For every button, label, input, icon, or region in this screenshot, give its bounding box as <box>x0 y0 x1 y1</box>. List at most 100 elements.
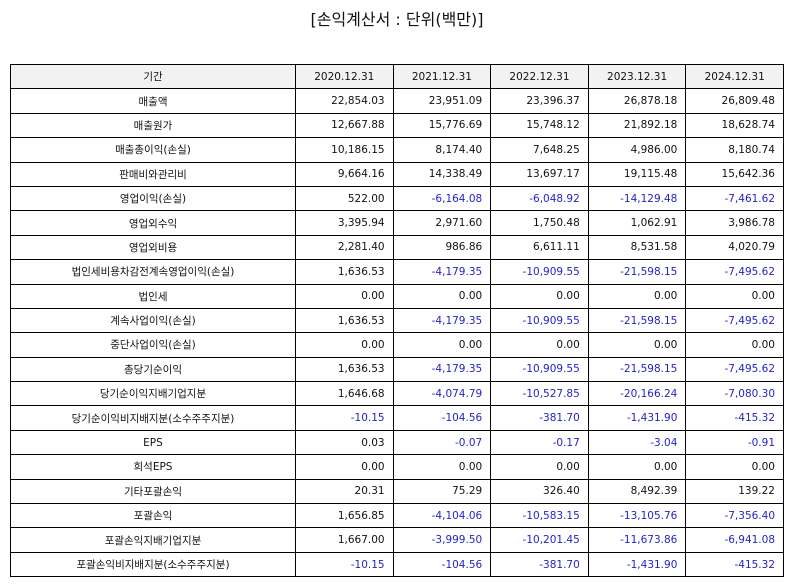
value-cell: -0.91 <box>685 429 784 456</box>
value-cell: -6,941.08 <box>685 527 784 553</box>
value-cell: -7,495.62 <box>685 259 784 285</box>
value-cell: 0.00 <box>490 332 589 358</box>
table-row: 중단사업이익(손실) 0.00 0.00 0.00 0.00 0.00 <box>10 332 784 358</box>
table-row: 법인세비용차감전계속영업이익(손실) 1,636.53 -4,179.35 -10,9… <box>10 259 784 285</box>
value-cell: -0.07 <box>392 429 492 456</box>
value-cell: -10,583.15 <box>490 503 589 529</box>
column-header: 2022.12.31 <box>490 63 589 90</box>
value-cell: -10.15 <box>295 405 394 431</box>
table-row: 매출원가 12,667.88 15,776.69 15,748.12 21,892.18… <box>10 112 784 139</box>
value-cell: -4,104.06 <box>392 503 492 529</box>
row-label: EPS <box>10 429 296 456</box>
table-row: 기타포괄손익 20.31 75.29 326.40 8,492.39 139.22 <box>10 478 784 505</box>
table-row: 판매비와관리비 9,664.16 14,338.49 13,697.17 19,115.… <box>10 161 784 187</box>
table-row: 희석EPS 0.00 0.00 0.00 0.00 0.00 <box>10 454 784 480</box>
value-cell: 8,492.39 <box>587 478 687 505</box>
row-label: 영업외수익 <box>10 210 296 236</box>
value-cell: 9,664.16 <box>295 161 394 187</box>
value-cell: 6,611.11 <box>490 234 589 261</box>
value-cell: 2,971.60 <box>392 210 492 236</box>
value-cell: -10,909.55 <box>490 356 589 383</box>
value-cell: 1,656.85 <box>295 503 394 529</box>
value-cell: 0.00 <box>392 283 492 309</box>
value-cell: -7,356.40 <box>685 503 784 529</box>
value-cell: 326.40 <box>490 478 589 505</box>
column-header: 기간 <box>10 63 296 90</box>
value-cell: 1,646.68 <box>295 381 394 407</box>
value-cell: 13,697.17 <box>490 161 589 187</box>
value-cell: 0.00 <box>295 283 394 309</box>
value-cell: -20,166.24 <box>587 381 687 407</box>
value-cell: 2,281.40 <box>295 234 394 261</box>
value-cell: -13,105.76 <box>587 503 687 529</box>
value-cell: -104.56 <box>392 551 492 578</box>
column-header: 2020.12.31 <box>295 63 394 90</box>
row-label: 포괄손익지배기업지분 <box>10 527 296 553</box>
row-label: 판매비와관리비 <box>10 161 296 187</box>
value-cell: 1,062.91 <box>587 210 687 236</box>
value-cell: -4,179.35 <box>392 307 492 334</box>
value-cell: 22,854.03 <box>295 88 394 114</box>
value-cell: 4,020.79 <box>685 234 784 261</box>
row-label: 중단사업이익(손실) <box>10 332 296 358</box>
row-label: 희석EPS <box>10 454 296 480</box>
value-cell: -21,598.15 <box>587 356 687 383</box>
value-cell: 139.22 <box>685 478 784 505</box>
table-row: EPS 0.03 -0.07 -0.17 -3.04 -0.91 <box>10 429 784 456</box>
value-cell: 0.00 <box>587 332 687 358</box>
value-cell: -3.04 <box>587 429 687 456</box>
income-statement-table: 기간 2020.12.31 2021.12.31 2022.12.31 2023.12.… <box>10 63 784 578</box>
value-cell: -21,598.15 <box>587 259 687 285</box>
value-cell: 8,174.40 <box>392 137 492 163</box>
value-cell: -10,909.55 <box>490 259 589 285</box>
row-label: 포괄손익비지배지분(소수주주지분) <box>10 551 296 578</box>
value-cell: 4,986.00 <box>587 137 687 163</box>
value-cell: 0.00 <box>295 332 394 358</box>
value-cell: -4,074.79 <box>392 381 492 407</box>
table-row: 총당기순이익 1,636.53 -4,179.35 -10,909.55 -21,598… <box>10 356 784 383</box>
value-cell: -1,431.90 <box>587 405 687 431</box>
row-label: 매출액 <box>10 88 296 114</box>
value-cell: -381.70 <box>490 551 589 578</box>
value-cell: -10.15 <box>295 551 394 578</box>
value-cell: 0.00 <box>295 454 394 480</box>
row-label: 법인세비용차감전계속영업이익(손실) <box>10 259 296 285</box>
value-cell: 1,636.53 <box>295 356 394 383</box>
value-cell: -7,080.30 <box>685 381 784 407</box>
value-cell: -104.56 <box>392 405 492 431</box>
value-cell: 10,186.15 <box>295 137 394 163</box>
value-cell: 19,115.48 <box>587 161 687 187</box>
row-label: 당기순이익지배기업지분 <box>10 381 296 407</box>
table-row: 영업이익(손실) 522.00 -6,164.08 -6,048.92 -14,129.… <box>10 185 784 212</box>
value-cell: -10,201.45 <box>490 527 589 553</box>
title: [손익계산서 : 단위(백만)] <box>310 10 484 29</box>
value-cell: 1,667.00 <box>295 527 394 553</box>
table-row: 포괄손익 1,656.85 -4,104.06 -10,583.15 -13,105.7… <box>10 503 784 529</box>
row-label: 매출총이익(손실) <box>10 137 296 163</box>
value-cell: 23,951.09 <box>392 88 492 114</box>
value-cell: 986.86 <box>392 234 492 261</box>
value-cell: 1,636.53 <box>295 307 394 334</box>
value-cell: -415.32 <box>685 405 784 431</box>
value-cell: 14,338.49 <box>392 161 492 187</box>
value-cell: 0.03 <box>295 429 394 456</box>
column-header: 2024.12.31 <box>685 63 784 90</box>
row-label: 영업이익(손실) <box>10 185 296 212</box>
value-cell: -6,048.92 <box>490 185 589 212</box>
table-row: 당기순이익지배기업지분 1,646.68 -4,074.79 -10,527.85 -2… <box>10 381 784 407</box>
value-cell: 15,748.12 <box>490 112 589 139</box>
row-label: 포괄손익 <box>10 503 296 529</box>
table-row: 포괄손익비지배지분(소수주주지분) -10.15 -104.56 -381.70 -1,… <box>10 551 784 578</box>
value-cell: -381.70 <box>490 405 589 431</box>
value-cell: 522.00 <box>295 185 394 212</box>
value-cell: 75.29 <box>392 478 492 505</box>
value-cell: 21,892.18 <box>587 112 687 139</box>
value-cell: 26,809.48 <box>685 88 784 114</box>
value-cell: 7,648.25 <box>490 137 589 163</box>
value-cell: 20.31 <box>295 478 394 505</box>
table-row: 매출총이익(손실) 10,186.15 8,174.40 7,648.25 4,986.… <box>10 137 784 163</box>
value-cell: -4,179.35 <box>392 356 492 383</box>
row-label: 계속사업이익(손실) <box>10 307 296 334</box>
value-cell: 0.00 <box>587 283 687 309</box>
value-cell: 0.00 <box>685 332 784 358</box>
